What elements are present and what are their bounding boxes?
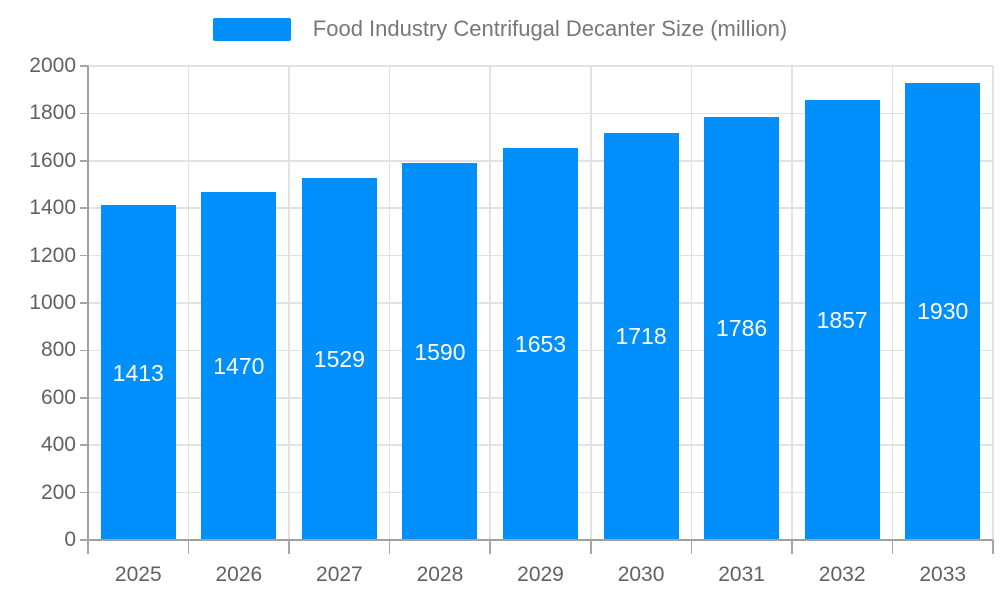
x-axis-tick bbox=[891, 540, 894, 554]
y-axis-tick bbox=[80, 302, 88, 304]
x-axis-tick bbox=[388, 540, 391, 554]
y-axis-tick bbox=[80, 207, 88, 209]
x-axis-tick bbox=[187, 540, 190, 554]
x-axis-tick bbox=[489, 540, 491, 554]
gridline-vertical bbox=[690, 66, 693, 540]
gridline-vertical bbox=[992, 66, 994, 540]
y-axis-line bbox=[87, 66, 89, 540]
gridline-vertical bbox=[489, 66, 491, 540]
x-axis-tick-label: 2026 bbox=[215, 563, 263, 586]
gridline-vertical bbox=[891, 66, 894, 540]
y-axis-tick-label: 800 bbox=[40, 338, 76, 362]
bar-value-label: 1718 bbox=[615, 323, 667, 350]
y-axis-tick bbox=[80, 539, 88, 541]
y-axis-tick-label: 1800 bbox=[29, 101, 76, 125]
bar[interactable] bbox=[905, 82, 981, 540]
y-axis-tick-label: 400 bbox=[40, 433, 76, 457]
gridline-horizontal bbox=[88, 112, 993, 115]
y-axis-tick bbox=[80, 349, 88, 352]
x-axis-tick bbox=[288, 540, 290, 554]
x-axis-tick-label: 2032 bbox=[818, 563, 866, 586]
gridline-vertical bbox=[590, 66, 592, 540]
y-axis-tick bbox=[80, 254, 88, 257]
bar[interactable] bbox=[301, 177, 377, 540]
bar-value-label: 1470 bbox=[213, 352, 265, 379]
x-axis-tick bbox=[992, 540, 994, 554]
bar-value-label: 1930 bbox=[917, 298, 969, 325]
x-axis-tick bbox=[791, 540, 793, 554]
bar-value-label: 1413 bbox=[112, 359, 164, 386]
y-axis-tick bbox=[80, 491, 88, 494]
chart-legend[interactable]: Food Industry Centrifugal Decanter Size … bbox=[0, 16, 1000, 42]
x-axis-line bbox=[88, 539, 993, 541]
y-axis-tick-label: 1000 bbox=[29, 291, 76, 314]
bar[interactable] bbox=[100, 205, 176, 540]
x-axis-tick bbox=[590, 540, 592, 554]
y-axis-tick bbox=[80, 112, 88, 115]
gridline-horizontal bbox=[88, 65, 993, 67]
y-axis-tick-label: 0 bbox=[64, 528, 76, 551]
bar[interactable] bbox=[201, 191, 277, 540]
gridline-vertical bbox=[187, 66, 190, 540]
gridline-vertical bbox=[791, 66, 793, 540]
bar[interactable] bbox=[503, 148, 578, 540]
y-axis-tick-label: 600 bbox=[40, 385, 76, 409]
x-axis-tick-label: 2033 bbox=[919, 563, 967, 586]
y-axis-tick-label: 200 bbox=[40, 480, 76, 504]
bar[interactable] bbox=[402, 163, 478, 540]
y-axis-tick bbox=[80, 444, 88, 446]
bar-value-label: 1653 bbox=[514, 331, 567, 358]
y-axis-tick-label: 1400 bbox=[29, 196, 76, 220]
y-axis-tick bbox=[80, 65, 88, 67]
bar[interactable] bbox=[603, 132, 679, 540]
bar-value-label: 1857 bbox=[816, 306, 868, 333]
bar[interactable] bbox=[804, 99, 880, 540]
x-axis-tick-label: 2029 bbox=[517, 563, 564, 586]
bar-value-label: 1529 bbox=[313, 345, 365, 372]
y-axis-tick-label: 1200 bbox=[29, 243, 76, 267]
x-axis-tick bbox=[87, 540, 89, 554]
y-axis-tick bbox=[80, 397, 88, 399]
legend-label: Food Industry Centrifugal Decanter Size … bbox=[312, 16, 788, 41]
y-axis-tick-label: 2000 bbox=[29, 54, 76, 77]
x-axis-tick-label: 2031 bbox=[718, 563, 765, 586]
x-axis-tick-label: 2025 bbox=[114, 563, 162, 586]
y-axis-tick bbox=[80, 160, 88, 162]
gridline-vertical bbox=[288, 66, 290, 540]
gridline-vertical bbox=[388, 66, 391, 540]
x-axis-tick-label: 2028 bbox=[416, 563, 464, 586]
bar-value-label: 1590 bbox=[414, 338, 466, 365]
x-axis-tick bbox=[690, 540, 693, 554]
legend-swatch bbox=[212, 17, 291, 41]
bar[interactable] bbox=[704, 116, 780, 540]
bar-value-label: 1786 bbox=[716, 315, 768, 342]
y-axis-tick-label: 1600 bbox=[29, 148, 76, 172]
x-axis-tick-label: 2027 bbox=[316, 563, 363, 586]
x-axis-tick-label: 2030 bbox=[617, 563, 665, 586]
